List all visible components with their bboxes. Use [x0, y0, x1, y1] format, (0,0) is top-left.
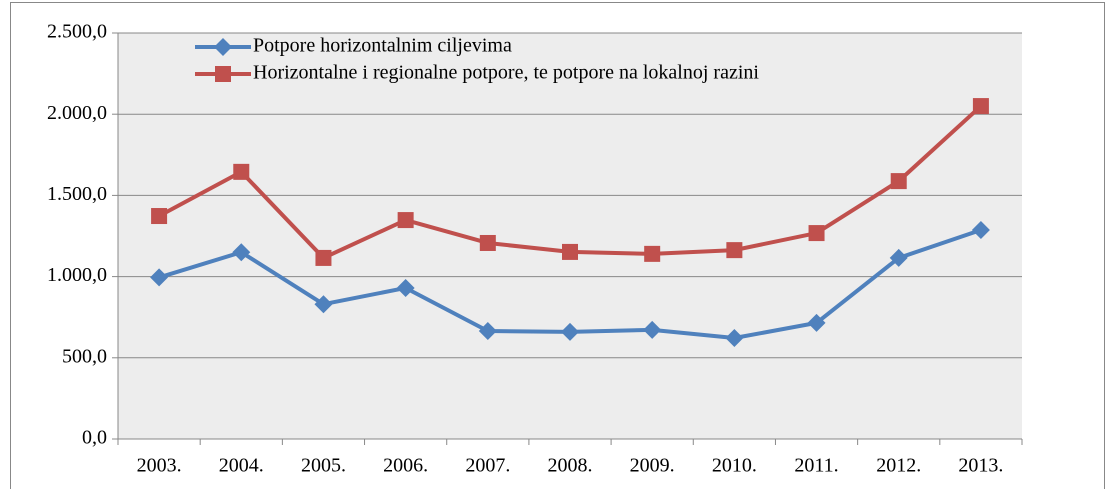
data-point	[562, 243, 578, 260]
data-point	[315, 249, 332, 266]
y-tick-label: 2.000,0	[47, 102, 107, 124]
data-point	[396, 278, 415, 297]
data-point	[890, 173, 907, 190]
x-tick-label: 2011.	[794, 455, 838, 477]
data-point	[644, 245, 661, 262]
data-point	[397, 212, 414, 229]
y-tick-label: 500,0	[62, 345, 107, 367]
data-point	[232, 243, 251, 262]
legend-label: Horizontalne i regionalne potpore, te po…	[253, 62, 759, 84]
y-tick-label: 1.000,0	[47, 264, 107, 286]
x-tick-label: 2003.	[137, 455, 182, 477]
x-tick-label: 2004.	[219, 455, 264, 477]
data-point	[808, 225, 825, 242]
x-tick-label: 2010.	[712, 455, 757, 477]
data-point	[971, 220, 990, 239]
x-tick-label: 2009.	[630, 455, 675, 477]
data-point	[233, 163, 250, 180]
x-tick-label: 2006.	[383, 455, 428, 477]
legend-marker	[215, 66, 231, 82]
x-tick-label: 2007.	[465, 455, 510, 477]
legend-marker	[214, 38, 232, 56]
data-point	[150, 268, 169, 287]
data-point	[726, 242, 743, 259]
y-tick-label: 1.500,0	[47, 183, 107, 205]
y-tick-label: 0,0	[82, 427, 107, 449]
legend-label: Potpore horizontalnim ciljevima	[253, 35, 512, 57]
plot-area	[118, 33, 1022, 439]
data-point	[725, 328, 744, 347]
data-point	[314, 295, 333, 314]
data-point	[151, 208, 168, 225]
data-point	[561, 322, 579, 341]
x-tick-label: 2008.	[548, 455, 593, 477]
data-point	[478, 322, 497, 341]
x-tick-label: 2013.	[958, 455, 1003, 477]
data-point	[807, 313, 826, 332]
data-point	[479, 234, 496, 251]
data-point	[889, 248, 908, 267]
x-tick-label: 2005.	[301, 455, 346, 477]
x-tick-label: 2012.	[876, 455, 921, 477]
data-point	[972, 98, 989, 115]
data-point	[643, 320, 662, 339]
y-tick-label: 2.500,0	[47, 21, 107, 43]
